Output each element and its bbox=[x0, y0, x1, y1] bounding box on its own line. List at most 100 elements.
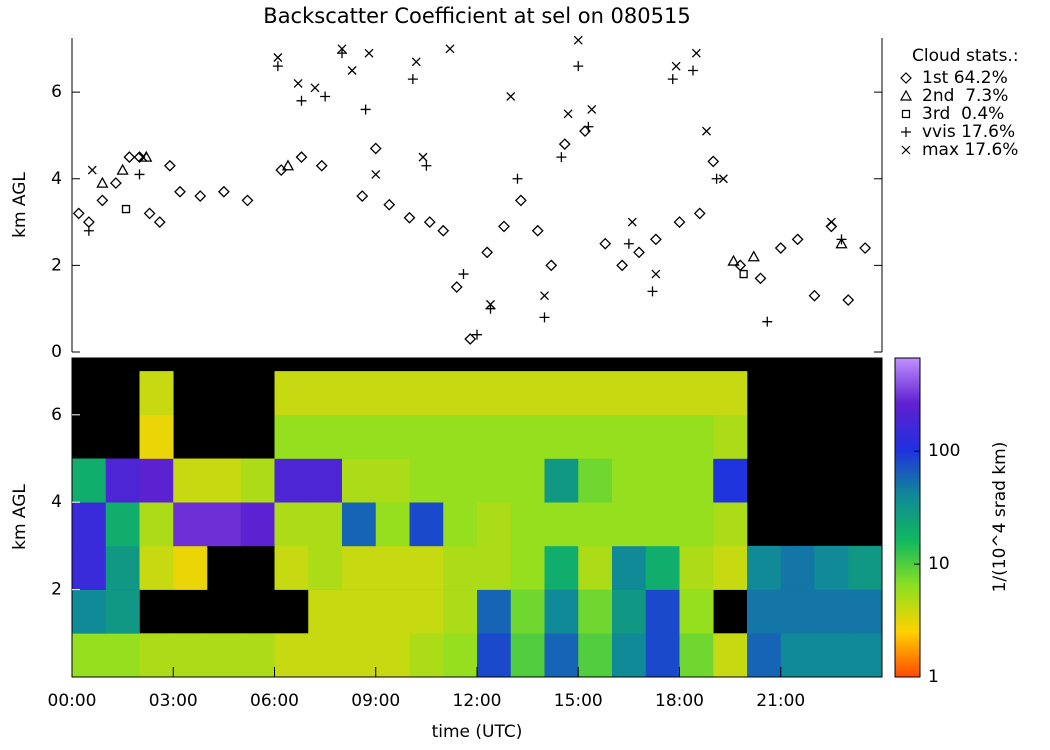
heat-cell bbox=[409, 458, 444, 503]
heat-cell bbox=[578, 371, 613, 416]
colorbar bbox=[894, 357, 921, 678]
data-point bbox=[711, 173, 722, 184]
heat-cell bbox=[679, 414, 714, 459]
heat-cell bbox=[612, 371, 647, 416]
data-point bbox=[371, 169, 381, 179]
data-point bbox=[87, 165, 97, 175]
heat-cell bbox=[747, 545, 782, 590]
heat-cell bbox=[308, 458, 343, 503]
heat-cell bbox=[375, 589, 410, 634]
data-point bbox=[707, 155, 720, 168]
data-point bbox=[506, 92, 516, 101]
heat-cell bbox=[443, 633, 478, 678]
data-point bbox=[272, 61, 283, 72]
heat-cell bbox=[409, 545, 444, 590]
data-point bbox=[583, 121, 594, 132]
data-point bbox=[133, 151, 146, 164]
data-point bbox=[747, 250, 760, 262]
data-point bbox=[445, 44, 455, 54]
data-point bbox=[281, 159, 295, 171]
y-tick-label: 2 bbox=[51, 580, 62, 600]
data-point bbox=[464, 333, 477, 345]
heat-cell bbox=[409, 371, 444, 416]
data-point bbox=[693, 207, 706, 220]
legend-label: vvis 17.6% bbox=[922, 122, 1015, 142]
heat-cell bbox=[544, 589, 579, 634]
heat-cell bbox=[240, 633, 275, 678]
heat-cell bbox=[747, 633, 782, 678]
heat-cell bbox=[645, 502, 680, 547]
heat-cell bbox=[713, 371, 748, 416]
data-point bbox=[486, 299, 495, 309]
heat-cell bbox=[173, 502, 208, 547]
heat-cell bbox=[173, 458, 208, 503]
heat-cell bbox=[139, 414, 174, 459]
y-axis-label: km AGL bbox=[10, 484, 30, 550]
data-point bbox=[369, 142, 382, 155]
data-point bbox=[563, 109, 573, 119]
heat-cell bbox=[139, 633, 174, 678]
data-point bbox=[138, 152, 148, 162]
heat-cell bbox=[173, 545, 208, 590]
legend-label: 3rd 0.4% bbox=[922, 104, 1004, 124]
heat-cell bbox=[679, 458, 714, 503]
colorbar-tick-label: 100 bbox=[928, 441, 960, 461]
heat-cell bbox=[72, 545, 107, 590]
data-point bbox=[481, 246, 494, 259]
heat-cell bbox=[72, 502, 107, 547]
data-point bbox=[116, 163, 129, 175]
data-point bbox=[774, 242, 787, 254]
heat-cell bbox=[173, 633, 208, 678]
heat-cell bbox=[375, 371, 410, 416]
data-point bbox=[109, 177, 122, 190]
colorbar-tick-label: 1 bbox=[928, 667, 939, 687]
x-tick-label: 18:00 bbox=[655, 691, 704, 711]
x-tick-label: 03:00 bbox=[149, 691, 198, 711]
data-point bbox=[82, 216, 95, 228]
data-point bbox=[403, 211, 416, 224]
heat-cell bbox=[510, 414, 545, 459]
y-tick-label: 6 bbox=[51, 82, 62, 102]
heat-cell bbox=[342, 371, 377, 416]
data-point bbox=[153, 216, 166, 228]
heat-cell bbox=[780, 589, 815, 634]
heat-cell bbox=[578, 545, 613, 590]
legend-marker bbox=[901, 145, 911, 155]
heat-cell bbox=[713, 414, 748, 459]
heat-cell bbox=[207, 633, 242, 678]
data-point bbox=[859, 242, 872, 254]
data-point bbox=[293, 79, 303, 88]
heat-cell bbox=[612, 589, 647, 634]
data-point bbox=[673, 216, 686, 228]
data-point bbox=[411, 57, 421, 67]
heat-cell bbox=[612, 502, 647, 547]
data-point bbox=[163, 159, 176, 172]
heat-cell bbox=[645, 371, 680, 416]
x-tick-label: 21:00 bbox=[756, 691, 805, 711]
heat-cell bbox=[443, 458, 478, 503]
data-point bbox=[599, 237, 612, 250]
legend-marker bbox=[901, 127, 911, 137]
data-point bbox=[627, 217, 637, 227]
heat-cell bbox=[780, 633, 815, 678]
data-point bbox=[691, 48, 701, 58]
heat-cell bbox=[409, 502, 444, 547]
heat-cell bbox=[308, 371, 343, 416]
heat-cell bbox=[544, 633, 579, 678]
data-point bbox=[96, 176, 109, 188]
data-point bbox=[539, 312, 550, 323]
heat-cell bbox=[679, 502, 714, 547]
data-point bbox=[587, 105, 597, 114]
heat-cell bbox=[679, 371, 714, 416]
data-point bbox=[383, 198, 396, 211]
heat-cell bbox=[139, 371, 174, 416]
data-point bbox=[835, 237, 848, 249]
data-point bbox=[347, 66, 357, 75]
heat-cell bbox=[105, 545, 140, 590]
data-point bbox=[540, 291, 549, 301]
data-point bbox=[356, 190, 369, 203]
heat-cell bbox=[409, 589, 444, 634]
data-point bbox=[450, 281, 463, 293]
heat-cell bbox=[443, 545, 478, 590]
data-point bbox=[472, 329, 482, 340]
